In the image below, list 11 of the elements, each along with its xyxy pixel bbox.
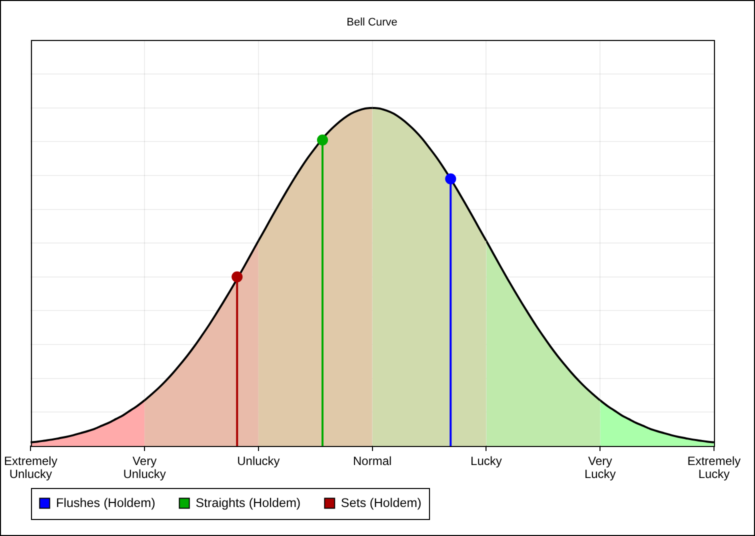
x-tick-label: Extremely Unlucky — [4, 454, 58, 482]
x-tick-label: Normal — [353, 454, 392, 468]
x-tick-label: Unlucky — [237, 454, 280, 468]
chart-title: Bell Curve — [346, 16, 398, 29]
x-tick-label: Very Lucky — [584, 454, 616, 482]
x-tick-label: Extremely Lucky — [687, 454, 741, 482]
x-tick-label: Lucky — [470, 454, 502, 468]
legend-label: Straights (Holdem) — [196, 496, 301, 510]
legend-label: Flushes (Holdem) — [56, 496, 156, 510]
legend-label: Sets (Holdem) — [340, 496, 422, 510]
x-tick-label: Very Unlucky — [123, 454, 166, 482]
